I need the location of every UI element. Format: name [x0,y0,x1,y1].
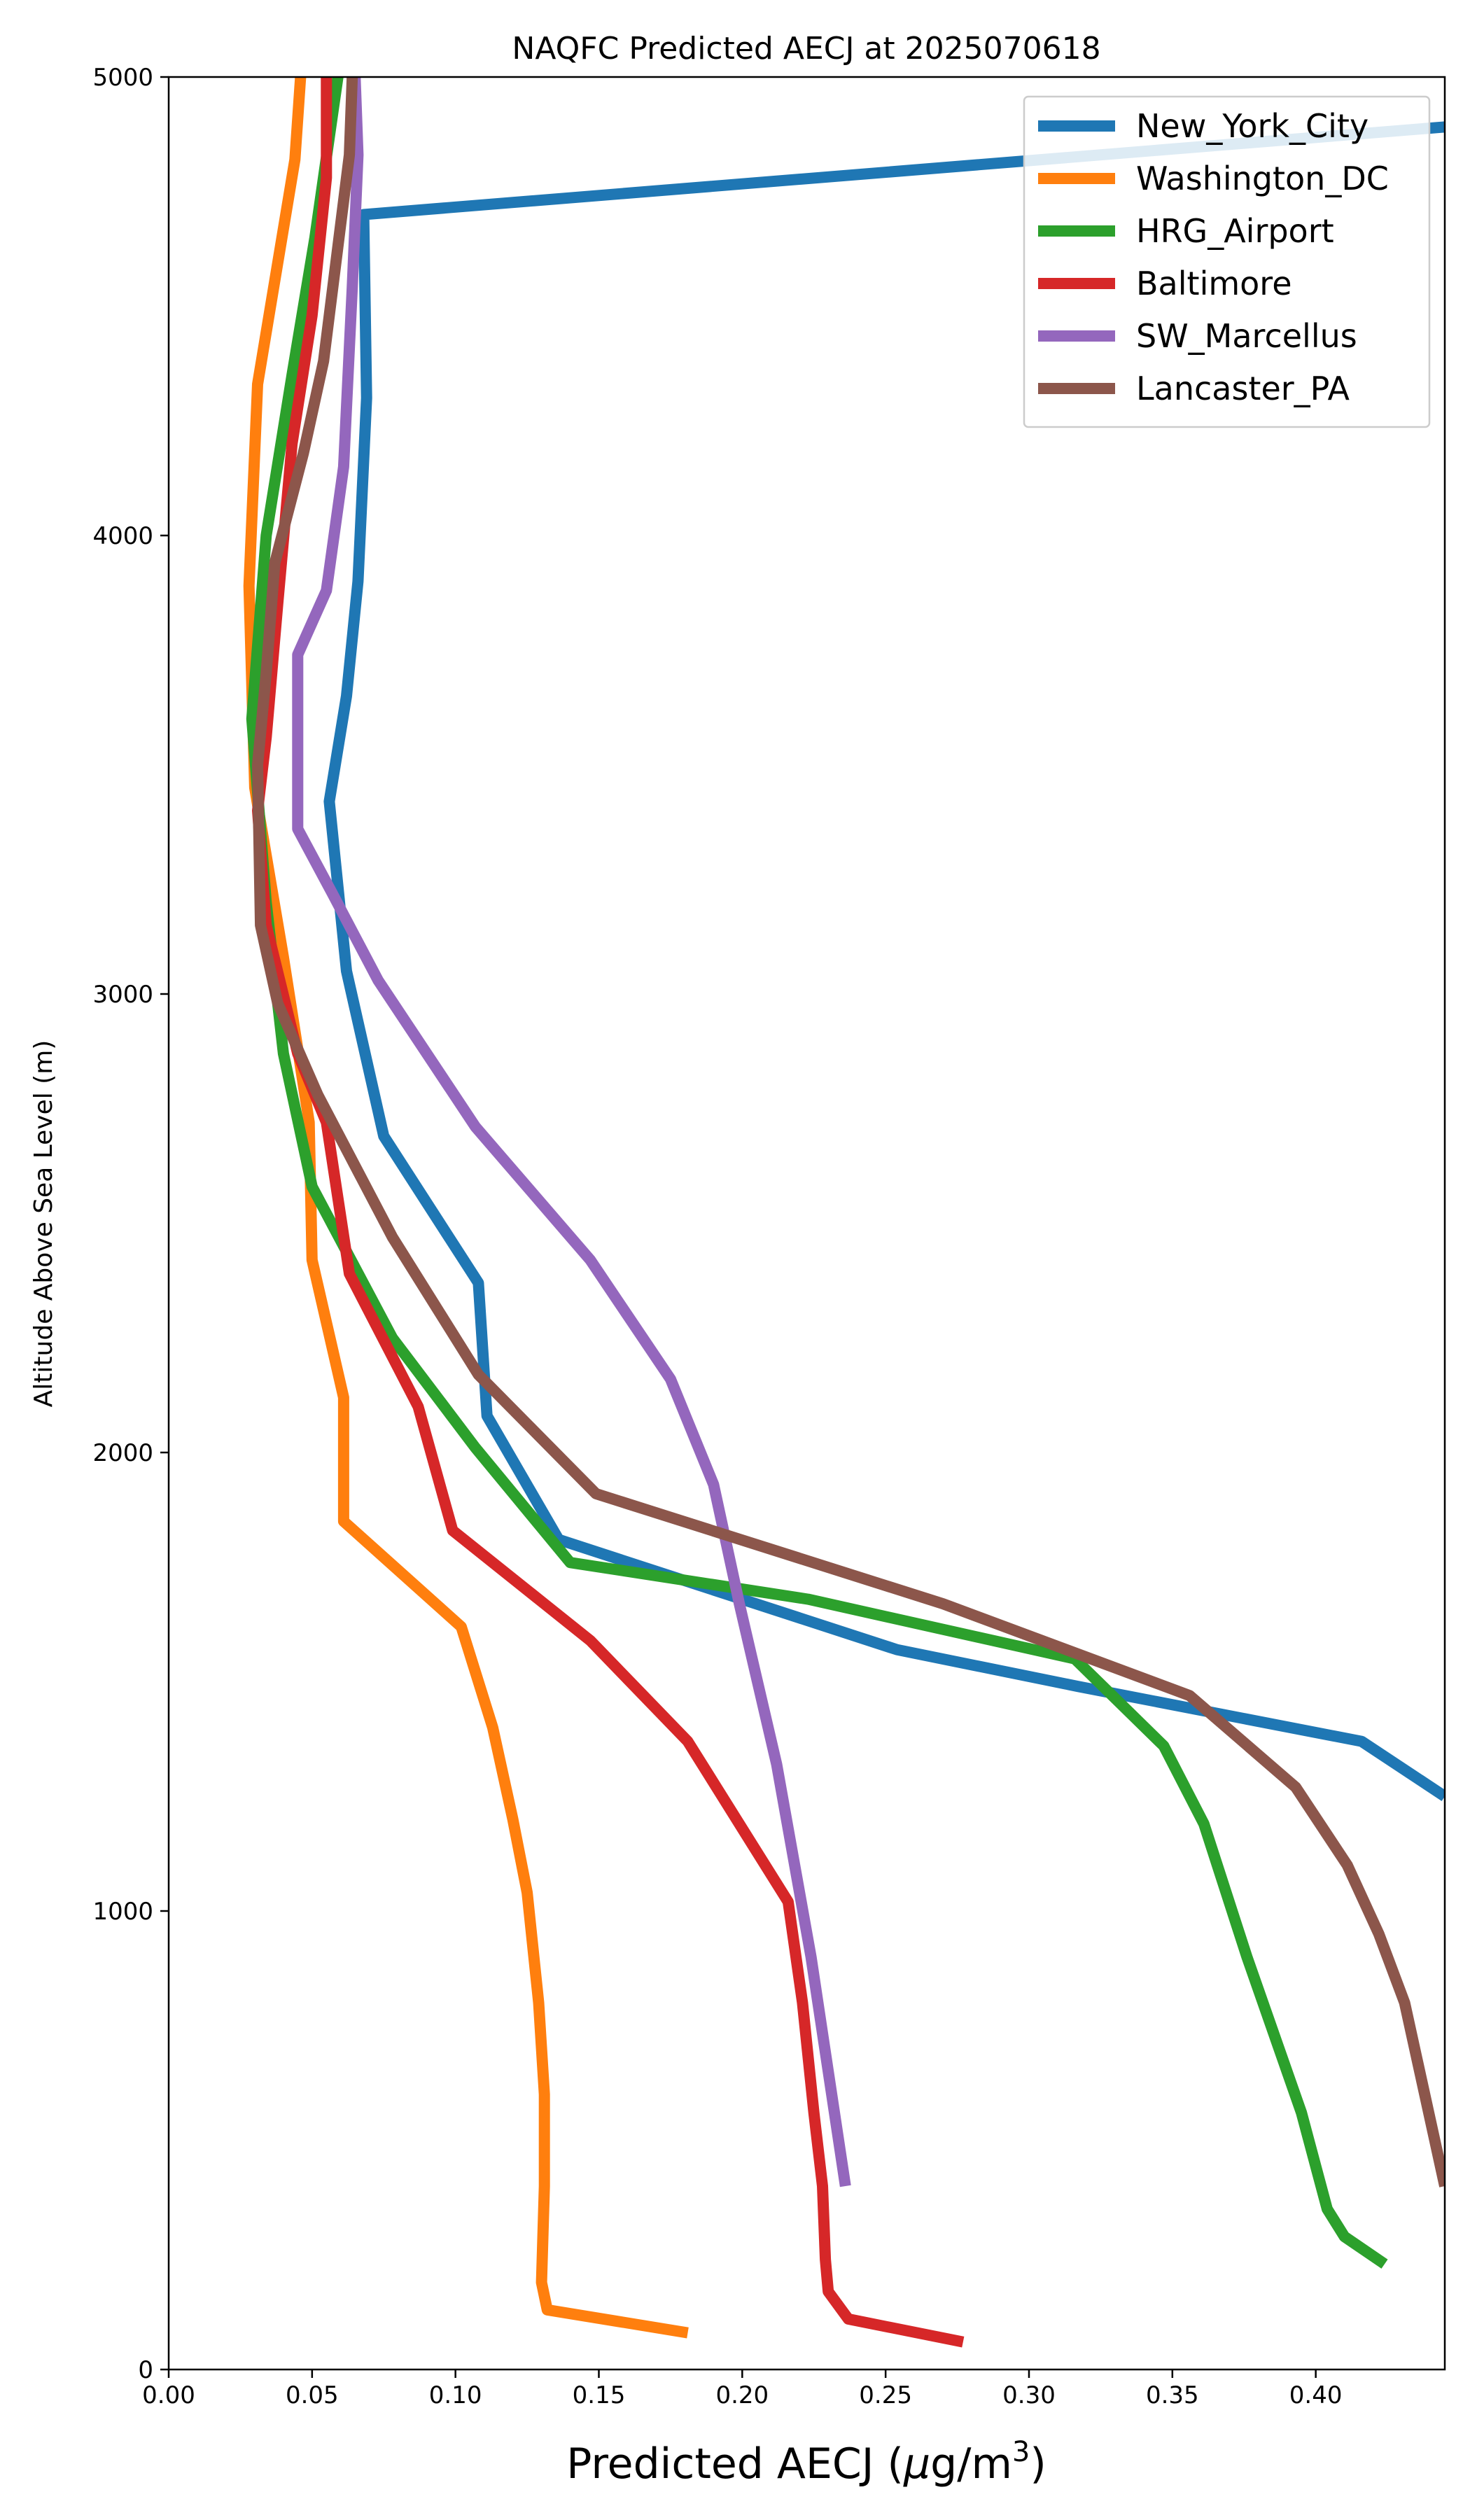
legend-label-3: Baltimore [1136,265,1292,302]
series-line-3 [252,77,965,2348]
y-tick-label: 0 [138,2356,153,2384]
y-tick-label: 2000 [92,1439,153,1467]
x-axis-label-unit: g/m [930,2440,1012,2488]
x-tick-label: 0.00 [142,2381,195,2409]
x-axis-label-superscript: 3 [1012,2436,1030,2468]
legend-label-5: Lancaster_PA [1136,370,1350,407]
x-axis-label-prefix: Predicted AECJ ( [566,2440,904,2488]
legend-label-2: HRG_Airport [1136,212,1334,250]
legend-label-0: New_York_City [1136,107,1368,145]
x-tick-label: 0.40 [1289,2381,1343,2409]
x-tick-label: 0.20 [715,2381,769,2409]
plot-frame [167,76,1446,2371]
x-tick-label: 0.30 [1002,2381,1056,2409]
legend-box [1023,95,1431,428]
series-line-4 [292,77,851,2188]
legend-label-1: Washington_DC [1136,160,1389,197]
y-tick-label: 1000 [92,1898,153,1926]
series-layer [243,77,1445,2348]
chart-title: NAQFC Predicted AECJ at 2025070618 [512,31,1100,66]
y-tick-label: 5000 [92,64,153,92]
legend-label-4: SW_Marcellus [1136,317,1357,355]
y-tick-label: 4000 [92,522,153,550]
series-line-2 [246,77,1388,2269]
x-tick-label: 0.15 [573,2381,626,2409]
y-axis-label: Altitude Above Sea Level (m) [29,1040,58,1408]
series-line-0 [323,121,1445,1801]
x-axis-label-suffix: ) [1030,2440,1046,2488]
y-axis: 0 1000 2000 3000 4000 5000 [92,64,169,2384]
x-tick-label: 0.05 [286,2381,339,2409]
x-axis-label: Predicted AECJ (µg/m3) [566,2436,1046,2488]
series-line-5 [252,77,1445,2188]
x-axis-label-mu: µ [903,2440,930,2488]
legend: New_York_City Washington_DC HRG_Airport Bal… [1023,95,1431,428]
x-tick-label: 0.10 [429,2381,482,2409]
x-tick-label: 0.25 [859,2381,912,2409]
x-axis: 0.00 0.05 0.10 0.15 0.20 0.25 0.30 0.35 0.40 [142,2370,1343,2409]
y-tick-label: 3000 [92,981,153,1009]
x-tick-label: 0.35 [1146,2381,1199,2409]
series-line-1 [243,77,689,2339]
